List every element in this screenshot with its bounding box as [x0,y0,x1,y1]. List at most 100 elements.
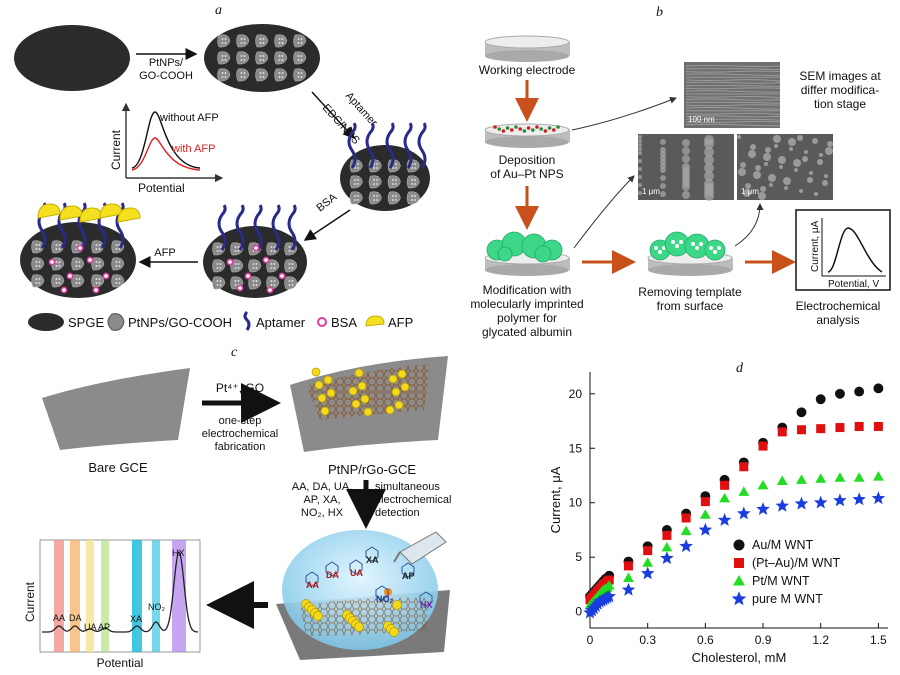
sem-image-top: 100 nm [684,62,781,128]
point-series-2 [853,472,865,482]
analytes-line1: AA, DA, UA, [292,481,353,493]
point-series-2 [738,486,750,496]
sem-top-scale: 100 nm [688,115,715,124]
point-series-2 [719,492,730,503]
panel-label-a: a [215,3,222,18]
y-tick-label: 15 [569,441,583,455]
reagents-label: Pt⁴⁺, GO [216,381,264,395]
panel-b: Working electrode Deposition of Au–Pt NP… [470,35,891,339]
fabrication-line1: one-step [219,415,262,427]
working-electrode-disc [484,35,570,62]
legend-aptamer-swatch [243,310,251,331]
with-afp-label: with AFP [171,143,215,155]
legend-spge: SPGE [68,315,104,330]
point-series-3 [660,551,674,565]
electrochemical-line1: Electrochemical [796,299,881,313]
point-series-3 [852,492,866,506]
bare-gce-label: Bare GCE [88,460,148,475]
legend-marker-1 [734,558,744,568]
x-tick-label: 0.9 [755,633,772,647]
point-series-0 [834,388,845,399]
molecule-label: XA [366,555,379,565]
step1-line2: GO-COOH [139,70,193,82]
legend-ptnps-swatch [107,313,125,331]
modification-line2: molecularly imprinted [470,297,583,311]
point-series-3 [602,589,616,603]
point-series-3 [775,498,790,512]
point-series-2 [834,472,846,482]
point-series-2 [776,475,788,485]
sem-left-scale: 1 μm [642,187,660,196]
legend-bsa: BSA [331,315,357,330]
point-series-2 [642,557,654,567]
legend-spge-swatch [28,313,64,331]
chart-y-label: Current, μA [548,466,563,533]
c-xlabel: Potential [97,656,144,670]
legend-marker-2 [733,575,745,586]
point-series-1 [739,462,749,472]
analysis-ylabel: Current, μA [810,220,821,272]
legend-label-0: Au/M WNT [752,538,813,552]
peak-label: XA [130,614,142,624]
y-tick-label: 0 [575,605,582,619]
point-series-2 [757,479,769,490]
without-afp-curve [131,111,201,169]
point-series-1 [604,575,614,585]
point-series-0 [873,383,884,394]
modification-line3: polymer for [497,311,557,325]
point-series-0 [854,386,865,397]
point-series-3 [621,582,636,596]
y-tick-label: 10 [569,496,583,510]
point-series-2 [603,580,615,590]
analytes-line2: AP, XA, [303,494,340,506]
analysis-xlabel: Potential, V [828,279,879,290]
sem-caption-line3: tion stage [814,97,866,111]
electrochemical-line2: analysis [816,313,859,327]
panel-a-legend: SPGE PtNPs/GO-COOH Aptamer BSA AFP [28,310,413,331]
product-label: PtNP/rGo-GCE [328,462,416,477]
point-series-3 [717,513,732,526]
chart-x-label: Cholesterol, mM [692,650,787,665]
detection-line1: simultaneous [375,481,440,493]
cholesterol-chart: 0 0.3 0.6 0.9 1.2 1.5 0 5 10 15 20 Cholesterol, mM C… [548,372,888,665]
step3-label: BSA [314,191,339,214]
point-series-3 [698,522,713,536]
peak-band [54,540,64,652]
removed-template-disc [647,231,733,276]
molecule-label: AA [306,580,319,590]
molecule-label: AP [402,571,415,581]
point-series-2 [623,572,634,582]
legend-bsa-swatch [317,317,327,327]
peak-label: AP [98,622,110,632]
fabrication-line3: fabrication [215,441,266,453]
sem-right-scale: 1 μm [741,187,759,196]
legend-afp-swatch [365,315,385,327]
mip-disc [484,231,570,276]
point-series-2 [680,525,692,536]
point-series-1 [796,425,806,435]
point-series-1 [816,424,826,434]
rgo-gce-sheet [290,356,448,452]
legend-label-1: (Pt–Au)/M WNT [752,556,841,570]
point-series-1 [623,561,633,571]
removing-line2: from surface [657,299,724,313]
peak-label: HX [172,548,185,558]
panel-c: Bare GCE Pt⁴⁺, GO one-step electrochemic… [23,356,451,670]
peak-band [152,540,160,652]
working-electrode-label: Working electrode [479,63,576,77]
point-series-3 [794,496,809,510]
point-series-2 [796,474,807,484]
x-tick-label: 0.3 [639,633,656,647]
point-series-1 [662,530,672,540]
sem-caption-line1: SEM images at [799,69,881,83]
point-series-3 [871,491,886,505]
point-series-1 [777,427,787,437]
afp-electrode [20,202,141,298]
panel-label-d: d [736,361,744,376]
point-series-0 [815,394,826,405]
sem-image-left: 1 μm [638,134,734,201]
bare-gce-sheet [42,368,190,450]
point-series-3 [737,506,751,520]
